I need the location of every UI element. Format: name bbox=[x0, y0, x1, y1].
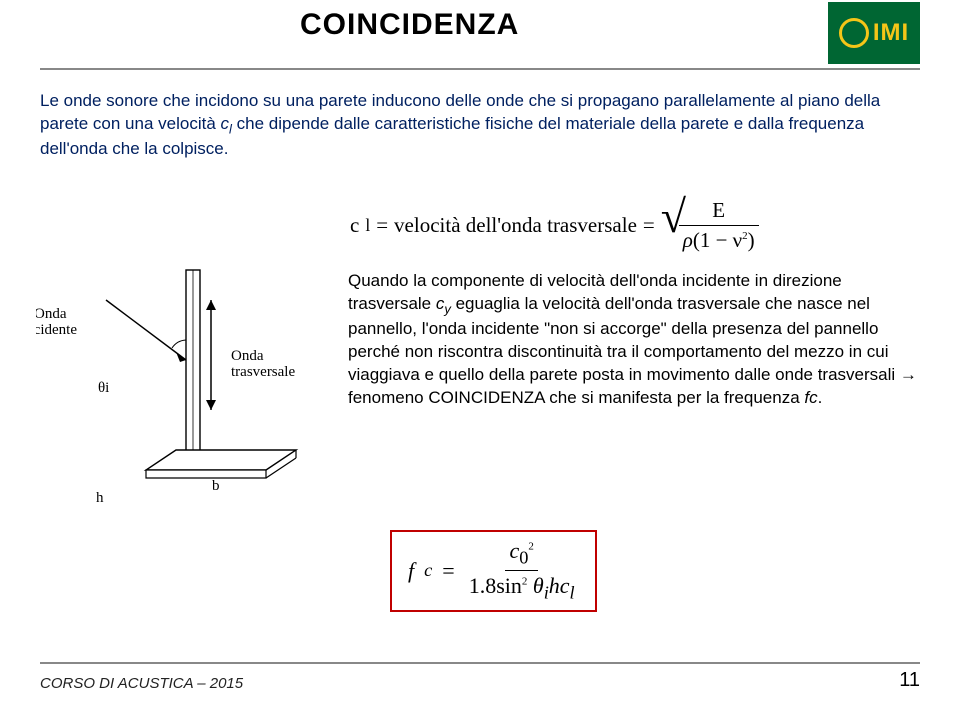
logo-text: IMI bbox=[873, 19, 909, 47]
label-onda-tr-2: trasversale bbox=[231, 364, 295, 380]
gear-icon bbox=[839, 18, 869, 48]
label-h: h bbox=[96, 490, 104, 506]
label-theta: θi bbox=[98, 380, 109, 396]
label-onda-inc-1: Onda bbox=[36, 306, 67, 322]
f1-lhs: c bbox=[350, 213, 359, 238]
f1-num: E bbox=[679, 198, 759, 226]
f1-den: ρ(1 − ν2) bbox=[679, 226, 759, 253]
f1-text: velocità dell'onda trasversale bbox=[394, 213, 637, 238]
f2-frac: c02 1.8sin2 θihcl bbox=[465, 538, 579, 604]
formula-fc: fc = c02 1.8sin2 θihcl bbox=[390, 530, 597, 612]
f2-num-c: c bbox=[509, 538, 519, 563]
f1-eq2: = bbox=[643, 213, 655, 238]
brand-logo: IMI bbox=[828, 2, 920, 64]
intro-paragraph: Le onde sonore che incidono su una paret… bbox=[40, 90, 920, 161]
page-number: 11 bbox=[899, 669, 920, 692]
arrow-icon: → bbox=[900, 365, 917, 384]
f2-lhs-sub: c bbox=[424, 560, 432, 581]
f2-den-a: 1.8sin bbox=[469, 573, 522, 598]
intro-var: c bbox=[221, 114, 230, 133]
label-b: b bbox=[212, 478, 220, 494]
f2-num-sub: 0 bbox=[519, 547, 528, 567]
f2-num: c02 bbox=[505, 538, 537, 571]
f1-den-close: ) bbox=[748, 228, 755, 252]
f1-sqrt-frac: √ E ρ(1 − ν2) bbox=[661, 198, 759, 253]
f2-eq: = bbox=[442, 558, 454, 584]
f2-den-theta: θ bbox=[527, 573, 543, 598]
wave-diagram: Onda incidente θi Onda trasversale b h bbox=[36, 260, 326, 510]
f2-den: 1.8sin2 θihcl bbox=[465, 571, 579, 603]
body-p3: fenomeno COINCIDENZA che si manifesta pe… bbox=[348, 388, 804, 407]
formula-cl: cl = velocità dell'onda trasversale = √ … bbox=[350, 198, 759, 253]
label-onda-tr-1: Onda bbox=[231, 348, 264, 364]
f1-den-rest: (1 − ν bbox=[693, 228, 742, 252]
f1-eq1: = bbox=[376, 213, 388, 238]
f2-den-l: l bbox=[570, 583, 575, 603]
header-divider bbox=[40, 68, 920, 70]
footer-divider bbox=[40, 662, 920, 664]
body-fc: fc bbox=[804, 388, 817, 407]
label-onda-inc-2: incidente bbox=[36, 322, 77, 338]
footer-course: CORSO DI ACUSTICA – 2015 bbox=[40, 675, 243, 692]
f2-num-sup: 2 bbox=[528, 541, 534, 553]
page-title: COINCIDENZA bbox=[300, 8, 519, 42]
sqrt-icon: √ bbox=[661, 198, 686, 236]
f2-lhs: f bbox=[408, 558, 414, 584]
body-paragraph: Quando la componente di velocità dell'on… bbox=[348, 270, 920, 410]
f2-den-rest: hc bbox=[549, 573, 570, 598]
body-p4: . bbox=[818, 388, 823, 407]
f1-lhs-sub: l bbox=[365, 215, 370, 236]
